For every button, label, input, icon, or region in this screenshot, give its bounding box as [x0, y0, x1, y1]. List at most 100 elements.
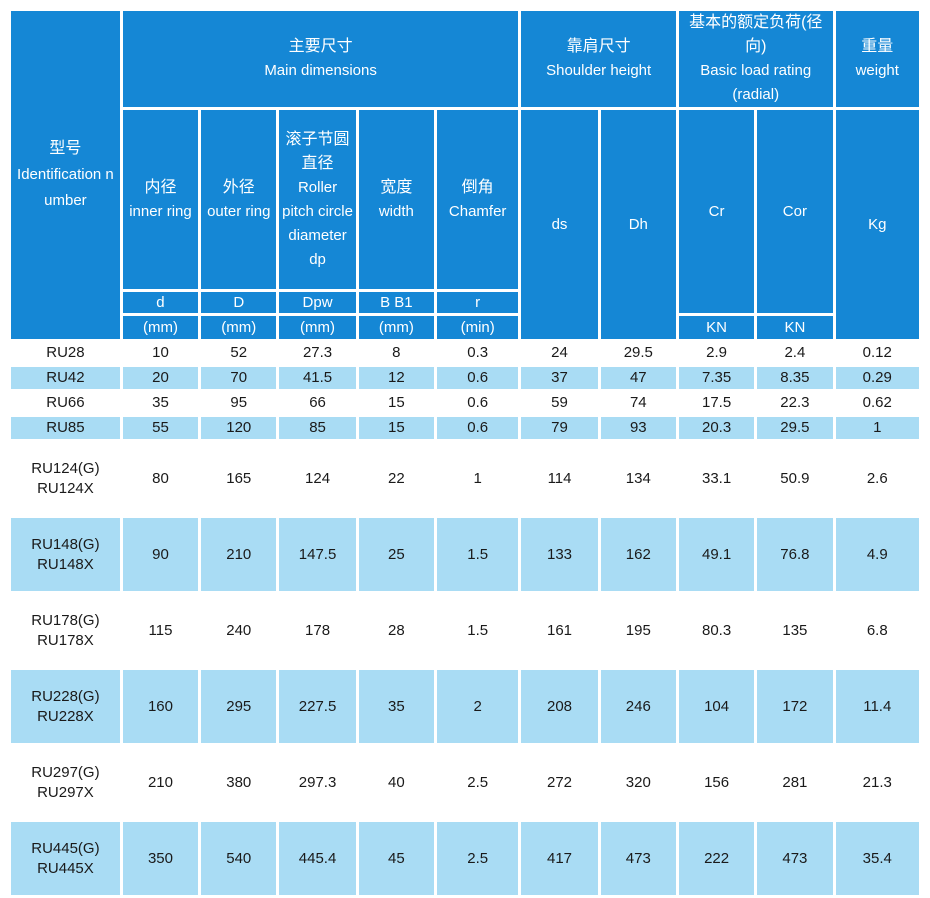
value-cell: 1 [433, 439, 522, 518]
header-group-row: 型号 Identification number 主要尺寸 Main dimen… [8, 8, 923, 342]
value-cell: 297.3 [276, 743, 359, 822]
header-main-dimensions: 主要尺寸 Main dimensions [119, 8, 522, 110]
basic-load-en: Basic load rating [700, 62, 812, 79]
model-cell: RU42 [8, 364, 123, 392]
value-cell: 85 [276, 414, 359, 442]
main-dimensions-en: Main dimensions [264, 62, 377, 79]
value-cell: 350 [119, 819, 202, 898]
basic-load-zh: 基本的额定负荷(径向) [689, 14, 823, 55]
value-cell: 172 [754, 667, 836, 746]
value-cell: 160 [119, 667, 202, 746]
header-unit-row: (mm) (mm) (mm) (mm) (min) KN KN [10, 313, 921, 342]
model-line: RU124(G) [31, 459, 100, 477]
value-cell: 0.6 [433, 389, 522, 417]
unit-cr: KN [675, 313, 758, 342]
value-cell: 295 [198, 667, 280, 746]
value-cell: 195 [597, 591, 679, 670]
table-row: RU42 20 70 41.5 12 0.6 37 47 7.35 8.35 0.29 [8, 364, 923, 392]
value-cell: 66 [276, 389, 359, 417]
value-cell: 27.3 [276, 339, 359, 367]
unit-chamfer: (min) [433, 313, 522, 342]
value-cell: 210 [119, 743, 202, 822]
unit-inner: (mm) [119, 313, 202, 342]
bearing-spec-table: 型号 Identification number 主要尺寸 Main dimen… [8, 8, 923, 898]
model-line: RU445(G) [31, 839, 100, 857]
value-cell: 2.6 [832, 439, 923, 518]
table-row: RU85 55 120 85 15 0.6 79 93 20.3 29.5 1 [8, 414, 923, 442]
value-cell: 1.5 [433, 515, 522, 594]
value-cell: 37 [518, 364, 601, 392]
value-cell: 2.5 [433, 819, 522, 898]
value-cell: 80.3 [675, 591, 758, 670]
header-basic-load: 基本的额定负荷(径向) Basic load rating (radial) [675, 8, 836, 110]
symbol-d: d [119, 289, 202, 316]
model-cell: RU124(G) RU124X [8, 439, 123, 518]
symbol-D: D [198, 289, 280, 316]
table-header: 型号 Identification number 主要尺寸 Main dimen… [8, 8, 923, 342]
value-cell: 79 [518, 414, 601, 442]
value-cell: 540 [198, 819, 280, 898]
value-cell: 445.4 [276, 819, 359, 898]
table-row: RU178(G) RU178X 115 240 178 28 1.5 161 195 80.3 13… [8, 591, 923, 670]
header-sub-row: 内径 inner ring 外径 outer ring 滚子节圆直径 Rolle… [10, 107, 923, 342]
value-cell: 120 [198, 414, 280, 442]
table-row: RU28 10 52 27.3 8 0.3 24 29.5 2.9 2.4 0.12 [8, 339, 923, 367]
model-line: RU228(G) [31, 687, 100, 705]
header-weight: 重量 weight [832, 8, 923, 110]
outer-ring-en: outer ring [207, 202, 271, 220]
value-cell: 21.3 [832, 743, 923, 822]
model-line: RU445X [37, 859, 94, 877]
value-cell: 114 [518, 439, 601, 518]
header-ds: ds [518, 107, 601, 342]
inner-ring-en: inner ring [129, 202, 192, 220]
model-cell: RU66 [8, 389, 123, 417]
chamfer-en: Chamfer [448, 202, 507, 220]
model-line: RU297(G) [31, 763, 100, 781]
table-body: RU28 10 52 27.3 8 0.3 24 29.5 2.9 2.4 0.12 RU42 20 70… [8, 339, 923, 898]
table-row: RU66 35 95 66 15 0.6 59 74 17.5 22.3 0.62 [8, 389, 923, 417]
value-cell: 161 [518, 591, 601, 670]
model-line: RU148X [37, 555, 94, 573]
value-cell: 55 [119, 414, 202, 442]
symbol-r: r [433, 289, 522, 316]
roller-pitch-zh: 滚子节圆直径 [285, 130, 350, 172]
value-cell: 210 [198, 515, 280, 594]
value-cell: 49.1 [675, 515, 758, 594]
width-en: width [378, 202, 414, 220]
model-line: RU124X [37, 479, 94, 497]
main-dimensions-zh: 主要尺寸 [288, 38, 353, 55]
header-chamfer: 倒角 Chamfer [433, 107, 522, 292]
header-outer-ring: 外径 outer ring [198, 107, 280, 292]
chamfer-zh: 倒角 [461, 178, 494, 196]
value-cell: 124 [276, 439, 359, 518]
unit-cor: KN [754, 313, 836, 342]
value-cell: 76.8 [754, 515, 836, 594]
value-cell: 115 [119, 591, 202, 670]
value-cell: 227.5 [276, 667, 359, 746]
header-shoulder-height: 靠肩尺寸 Shoulder height [518, 8, 679, 110]
value-cell: 133 [518, 515, 601, 594]
header-identification: 型号 Identification number [8, 8, 123, 342]
model-line: RU85 [46, 419, 85, 436]
shoulder-height-zh: 靠肩尺寸 [566, 38, 631, 55]
value-cell: 45 [355, 819, 437, 898]
symbol-dpw: Dpw [276, 289, 359, 316]
value-cell: 156 [675, 743, 758, 822]
value-cell: 50.9 [754, 439, 836, 518]
unit-width: (mm) [355, 313, 437, 342]
value-cell: 147.5 [276, 515, 359, 594]
shoulder-height-en: Shoulder height [546, 62, 652, 79]
value-cell: 0.6 [433, 414, 522, 442]
model-cell: RU85 [8, 414, 123, 442]
header-roller-pitch: 滚子节圆直径 Roller pitch circle diameter dp [276, 107, 359, 292]
value-cell: 12 [355, 364, 437, 392]
value-cell: 2.5 [433, 743, 522, 822]
value-cell: 0.6 [433, 364, 522, 392]
header-cr: Cr [675, 107, 758, 316]
value-cell: 8.35 [754, 364, 836, 392]
value-cell: 25 [355, 515, 437, 594]
header-dh: Dh [597, 107, 679, 342]
value-cell: 17.5 [675, 389, 758, 417]
model-line: RU228X [37, 707, 94, 725]
